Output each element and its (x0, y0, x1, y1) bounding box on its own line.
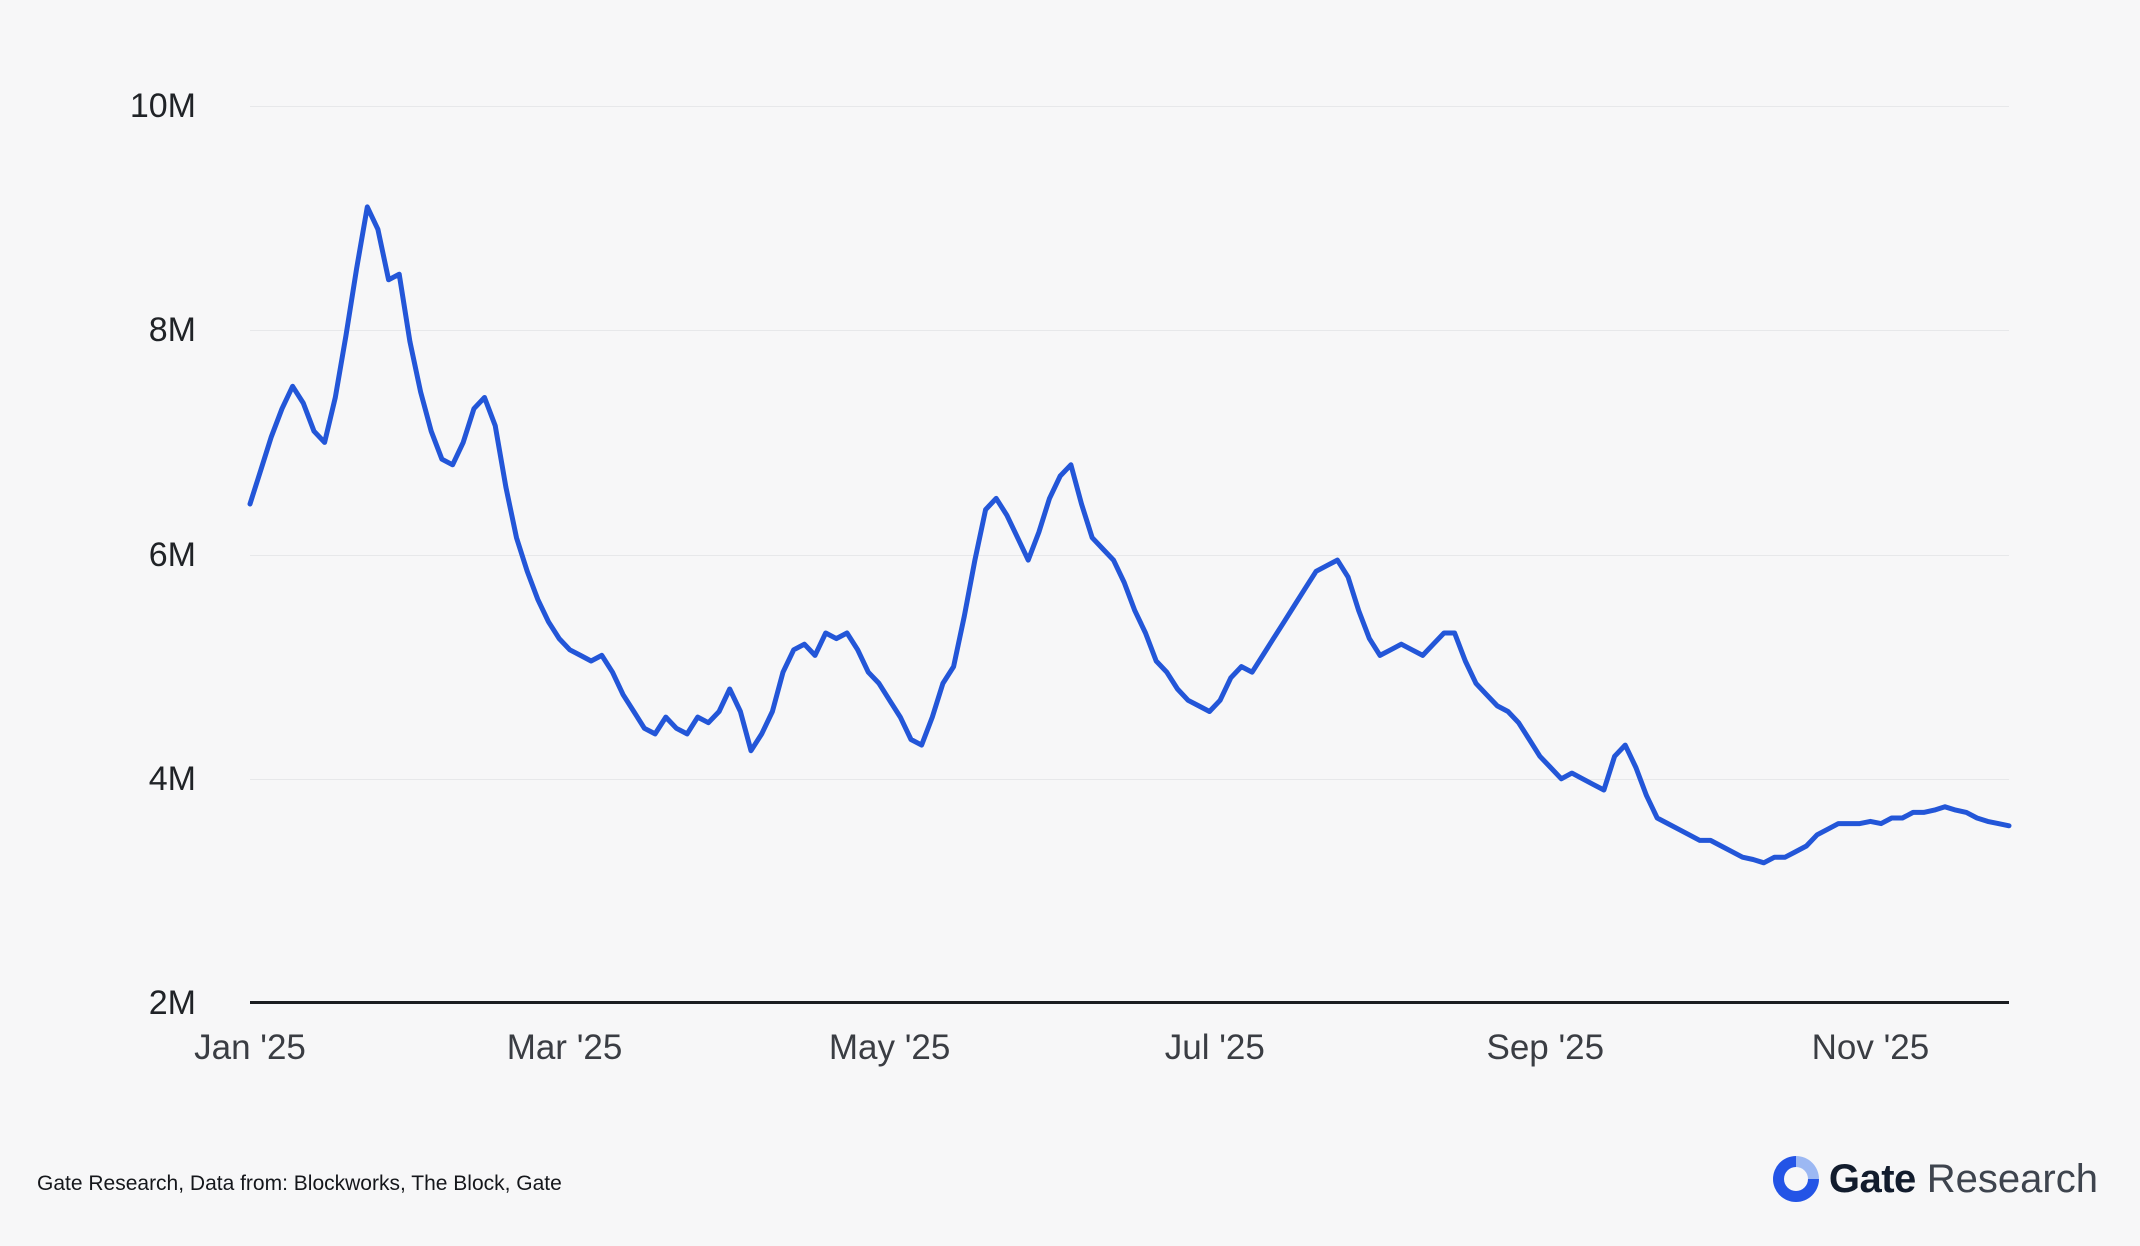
series-path (247, 204, 2012, 866)
y-tick-label: 6M (148, 535, 196, 574)
x-tick-label: Jul '25 (1164, 1028, 1265, 1067)
x-tick-label: Nov '25 (1811, 1028, 1930, 1067)
x-tick-label: Jan '25 (194, 1028, 306, 1067)
gate-logo-icon (1772, 1156, 1819, 1202)
brand-mark: Gate Research (1772, 1156, 2098, 1202)
y-tick-label: 2M (148, 984, 196, 1022)
y-tick-label: 10M (129, 87, 196, 125)
gridline (250, 330, 2009, 332)
brand-name-bold: Gate (1828, 1156, 1916, 1201)
gridline (250, 778, 2009, 780)
x-tick-label: May '25 (828, 1028, 951, 1067)
x-axis-line (250, 1001, 2009, 1004)
source-attribution: Gate Research, Data from: Blockworks, Th… (37, 1172, 562, 1195)
y-tick-label: 8M (148, 311, 196, 350)
x-tick-label: Mar '25 (506, 1028, 623, 1067)
gridline (250, 106, 2009, 107)
y-tick-label: 4M (148, 759, 196, 798)
brand-name-regular: Research (1926, 1156, 2098, 1201)
gridline (250, 554, 2009, 556)
x-tick-label: Sep '25 (1486, 1028, 1605, 1067)
